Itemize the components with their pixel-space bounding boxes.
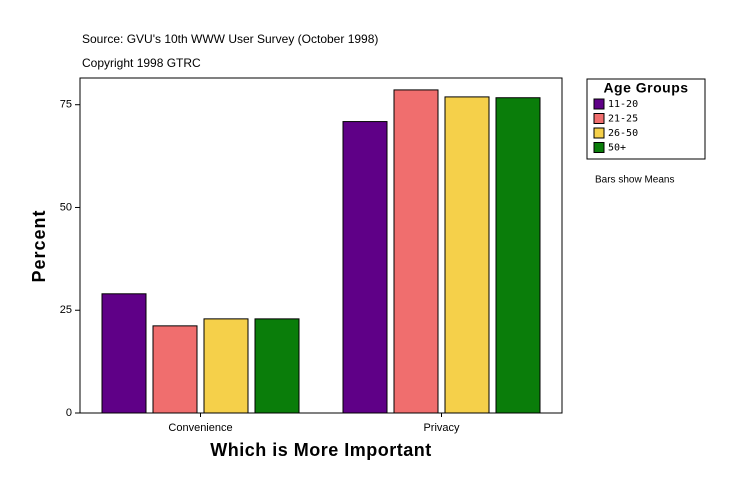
legend-swatch	[593, 98, 605, 110]
y-tick-label: 50	[60, 201, 72, 213]
bar	[254, 318, 300, 414]
legend-label: 26-50	[608, 128, 638, 139]
bar	[495, 97, 541, 414]
bar	[152, 325, 198, 414]
x-tick-label: Privacy	[423, 422, 460, 434]
legend-label: 21-25	[608, 114, 638, 125]
bar	[444, 96, 490, 414]
y-tick-label: 75	[60, 99, 72, 111]
bar	[101, 293, 147, 414]
legend-swatch	[593, 142, 605, 153]
y-tick-label: 0	[66, 407, 72, 419]
legend-label: 11-20	[608, 99, 638, 110]
legend-swatch	[593, 127, 605, 139]
chart-subtitle: Copyright 1998 GTRC	[82, 56, 201, 70]
bar	[203, 318, 249, 414]
annotation: Bars show Means	[595, 175, 674, 186]
x-tick-label: Convenience	[168, 422, 232, 434]
legend-swatch	[593, 113, 605, 124]
y-axis-label: Percent	[29, 209, 49, 282]
bar	[342, 121, 388, 414]
legend-title: Age Groups	[603, 80, 688, 96]
x-axis-label: Which is More Important	[210, 440, 432, 460]
legend-label: 50+	[608, 143, 626, 154]
y-tick-label: 25	[60, 304, 72, 316]
plot-frame	[79, 77, 563, 414]
bar	[393, 89, 439, 414]
legend-box	[586, 78, 706, 160]
chart-title: Source: GVU's 10th WWW User Survey (Octo…	[82, 32, 378, 46]
